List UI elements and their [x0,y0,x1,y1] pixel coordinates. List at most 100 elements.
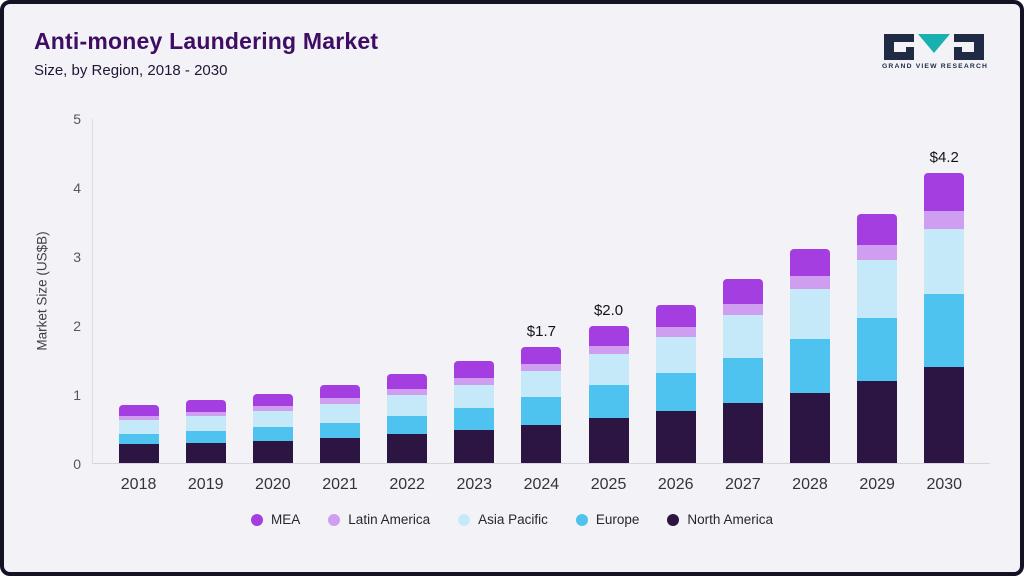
bar-segment-asia-pacific [252,410,293,428]
x-axis-label: 2018 [120,476,157,493]
bar-segment-north-america [387,434,428,464]
bar-segment-latin-america [387,388,428,396]
legend-label: North America [687,512,773,527]
x-axis-label: 2019 [187,476,224,493]
legend-label: Latin America [348,512,431,527]
bar-segment-north-america [319,437,360,464]
bar-segment-latin-america [454,377,495,385]
bar-value-label: $4.2 [929,148,959,166]
bar-segment-north-america [789,392,830,464]
bar-segment-asia-pacific [319,403,360,423]
bar-segment-north-america [118,444,159,464]
bar-segment-latin-america [722,303,763,315]
stacked-bar [454,361,495,464]
bar-segment-latin-america [588,346,629,355]
y-tick-label: 0 [73,456,81,472]
bar-group: 2026 [653,119,699,493]
bar-group: 2022 [384,119,430,493]
x-axis-label: 2027 [725,476,761,493]
bar-segment-north-america [252,440,293,464]
x-axis-label: 2024 [523,476,560,493]
bar-value-label: $2.0 [593,302,624,320]
page-subtitle: Size, by Region, 2018 - 2030 [34,62,228,79]
bar-value-label: $1.7 [526,322,556,340]
stacked-bar [319,384,360,464]
bar-segment-mea [319,384,360,399]
bar-segment-europe [924,294,965,368]
y-tick-label: 5 [73,111,81,127]
y-tick-label: 3 [73,249,81,265]
legend-swatch [251,513,264,526]
logo-text: GRAND VIEW RESEARCH [882,63,989,70]
stacked-bar [252,393,293,464]
bar-segment-europe [655,372,696,411]
bar-segment-mea [722,279,763,304]
title-block: Anti-money Laundering Market Size, by Re… [34,28,378,79]
bar-segment-north-america [454,429,495,464]
bar-segment-latin-america [521,363,562,371]
y-tick-label: 4 [73,180,81,196]
x-axis-label: 2029 [859,476,895,493]
bar-group: 2029 [854,119,900,493]
bar-segment-asia-pacific [924,229,965,295]
bar-segment-north-america [655,410,696,464]
grand-view-research-logo: GRAND VIEW RESEARCH [882,34,989,70]
bar-segment-europe [454,408,495,430]
stacked-bar [924,172,965,464]
bar-segment-mea [789,249,830,276]
bar-segment-asia-pacific [521,370,562,398]
bar-segment-asia-pacific [655,337,696,373]
bar-segment-mea [387,373,428,389]
bar-segment-mea [185,399,226,412]
bar-group: 2018 [116,119,162,493]
x-axis-label: 2020 [255,476,291,493]
bar-segment-europe [185,430,226,443]
bar-segment-latin-america [789,275,830,289]
bar-segment-europe [252,427,293,441]
bar-segment-mea [252,393,293,407]
page-title: Anti-money Laundering Market [34,28,379,54]
stacked-bar [655,304,696,464]
legend-item: MEA [251,512,300,527]
bar-segment-latin-america [319,398,360,404]
legend-label: MEA [271,512,301,527]
stacked-bar [387,373,428,464]
x-axis-label: 2025 [590,476,627,493]
bar-segment-latin-america [118,415,159,420]
legend-item: North America [667,512,773,527]
stacked-bar [857,213,898,464]
bar-segment-latin-america [655,327,696,338]
stacked-bar [722,279,763,464]
bar-segment-mea [588,326,629,347]
bar-segment-north-america [521,424,562,464]
bar-segment-europe [857,318,898,381]
plot-area: 0 1 2 3 4 5 2018 2019 2020 2021 2022 2023 $1.7 2024 $2… [73,111,990,493]
header: Anti-money Laundering Market Size, by Re… [4,4,1020,79]
bar-group: 2020 [250,119,296,493]
bar-segment-north-america [185,442,226,464]
bar-group: $2.0 2025 [586,119,632,493]
y-axis-title: Market Size (US$B) [34,231,50,351]
stacked-bar [521,346,562,464]
legend-swatch [458,513,471,526]
bar-segment-asia-pacific [454,384,495,409]
bar-segment-asia-pacific [387,395,428,417]
bar-group: $4.2 2030 [921,119,967,493]
bar-segment-north-america [857,380,898,464]
bar-segment-asia-pacific [789,288,830,340]
bar-group: 2028 [787,119,833,493]
bar-segment-mea [655,304,696,328]
bar-segment-asia-pacific [722,314,763,358]
bar-segment-europe [722,357,763,403]
legend-item: Latin America [328,512,430,527]
legend-swatch [667,513,680,526]
bar-segment-latin-america [857,244,898,260]
bar-segment-north-america [924,367,965,464]
y-tick-label: 1 [73,387,81,403]
bar-segment-asia-pacific [588,354,629,386]
stacked-bar [118,405,159,464]
bar-segment-europe [521,397,562,425]
bar-segment-europe [319,422,360,438]
bar-segment-europe [387,416,428,435]
